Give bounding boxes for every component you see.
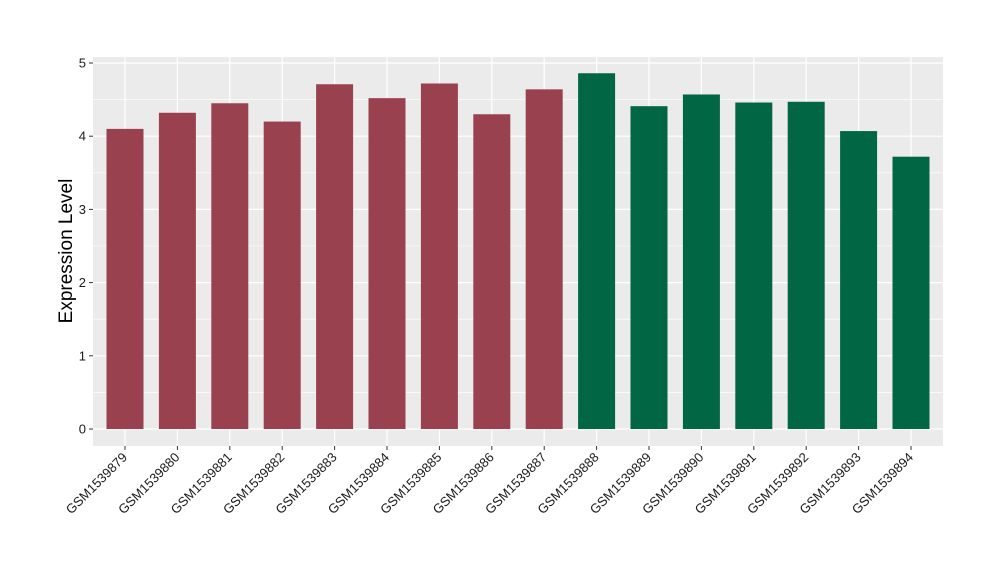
bar-GSM1539894 — [892, 156, 930, 430]
y-tick-label: 4 — [79, 129, 86, 144]
bar-GSM1539885 — [420, 83, 458, 429]
y-tick-label: 3 — [79, 202, 86, 217]
x-axis: GSM1539879GSM1539880GSM1539881GSM1539882… — [63, 446, 916, 517]
y-tick-label: 1 — [79, 348, 86, 363]
bar-GSM1539888 — [578, 73, 616, 430]
y-tick-label: 2 — [79, 275, 86, 290]
bar-GSM1539883 — [316, 84, 354, 429]
y-axis: 0 1 2 3 4 5 — [79, 56, 93, 437]
y-tick-label: 5 — [79, 56, 86, 71]
y-tick-label: 0 — [79, 422, 86, 437]
bar-GSM1539893 — [840, 131, 878, 430]
bar-GSM1539880 — [158, 112, 196, 429]
bar-GSM1539879 — [106, 128, 144, 429]
bar-GSM1539889 — [630, 106, 668, 430]
bar-GSM1539886 — [473, 114, 511, 430]
bar-GSM1539891 — [735, 102, 773, 429]
bar-GSM1539881 — [211, 103, 249, 429]
bar-GSM1539887 — [525, 89, 563, 430]
bars — [106, 73, 930, 430]
bar-GSM1539892 — [787, 101, 825, 430]
bar-GSM1539890 — [682, 94, 720, 429]
bar-GSM1539882 — [263, 121, 301, 429]
bar-GSM1539884 — [368, 98, 406, 430]
y-axis-title: Expression Level — [56, 179, 77, 324]
